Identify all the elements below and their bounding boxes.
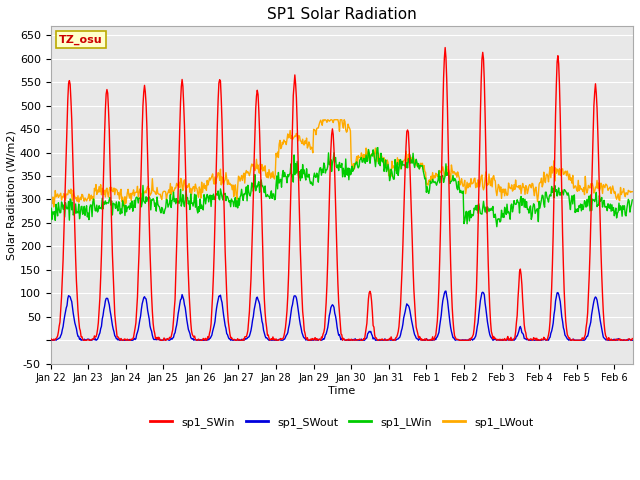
Legend: sp1_SWin, sp1_SWout, sp1_LWin, sp1_LWout: sp1_SWin, sp1_SWout, sp1_LWin, sp1_LWout — [146, 413, 538, 432]
X-axis label: Time: Time — [328, 386, 355, 396]
Title: SP1 Solar Radiation: SP1 Solar Radiation — [267, 7, 417, 22]
Text: TZ_osu: TZ_osu — [60, 35, 103, 45]
Y-axis label: Solar Radiation (W/m2): Solar Radiation (W/m2) — [7, 130, 17, 260]
